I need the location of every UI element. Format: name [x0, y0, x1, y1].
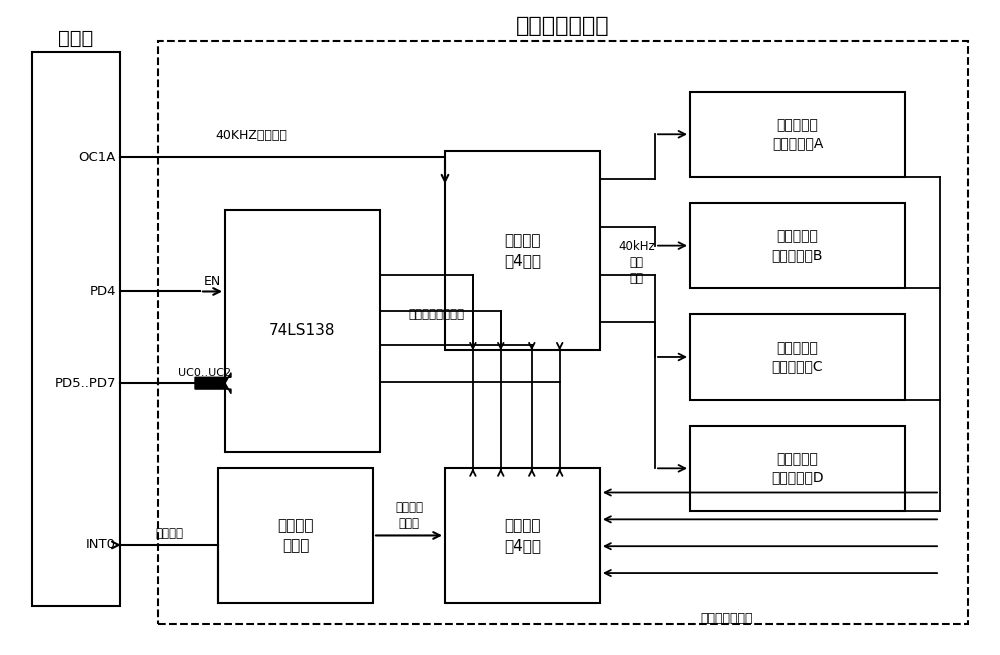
Bar: [218, 468, 373, 603]
Bar: [690, 203, 905, 288]
Text: 单片机: 单片机: [58, 28, 94, 48]
Text: PD4: PD4: [89, 285, 116, 298]
Text: 模拟开关
（4路）: 模拟开关 （4路）: [504, 233, 541, 268]
Text: EN: EN: [203, 275, 221, 288]
Bar: [32, 52, 120, 606]
Text: 模拟开关控制信号: 模拟开关控制信号: [408, 308, 464, 321]
Text: 40KHZ脉冲信号: 40KHZ脉冲信号: [215, 129, 287, 142]
Bar: [225, 210, 380, 452]
Bar: [445, 151, 600, 350]
Text: UC0..UC2: UC0..UC2: [178, 368, 232, 379]
Bar: [690, 426, 905, 511]
Text: 超声波发送
与接收电路B: 超声波发送 与接收电路B: [772, 229, 823, 262]
Text: 超声波发送
与接收电路A: 超声波发送 与接收电路A: [772, 118, 823, 151]
Text: 超声波检
测电路: 超声波检 测电路: [277, 518, 314, 553]
Text: 模拟开关
（4路）: 模拟开关 （4路）: [504, 518, 541, 553]
Text: 超声波发送
与接收电路D: 超声波发送 与接收电路D: [771, 452, 824, 485]
Text: 检测结果: 检测结果: [155, 527, 183, 540]
Text: PD5..PD7: PD5..PD7: [54, 377, 116, 390]
Bar: [158, 41, 968, 624]
Text: 超声波发送
与接收电路C: 超声波发送 与接收电路C: [772, 341, 823, 373]
Text: 40kHz
脉冲
信号: 40kHz 脉冲 信号: [618, 240, 655, 284]
Bar: [445, 468, 600, 603]
Text: INT0: INT0: [86, 538, 116, 552]
Bar: [690, 92, 905, 177]
Text: 74LS138: 74LS138: [269, 324, 336, 338]
Text: OC1A: OC1A: [79, 151, 116, 164]
Text: 超声波检测模块: 超声波检测模块: [516, 16, 610, 36]
Polygon shape: [195, 373, 231, 394]
Bar: [690, 314, 905, 400]
Text: 超声波回
波信号: 超声波回 波信号: [395, 501, 423, 531]
Text: 超声波回波信号: 超声波回波信号: [700, 612, 753, 626]
